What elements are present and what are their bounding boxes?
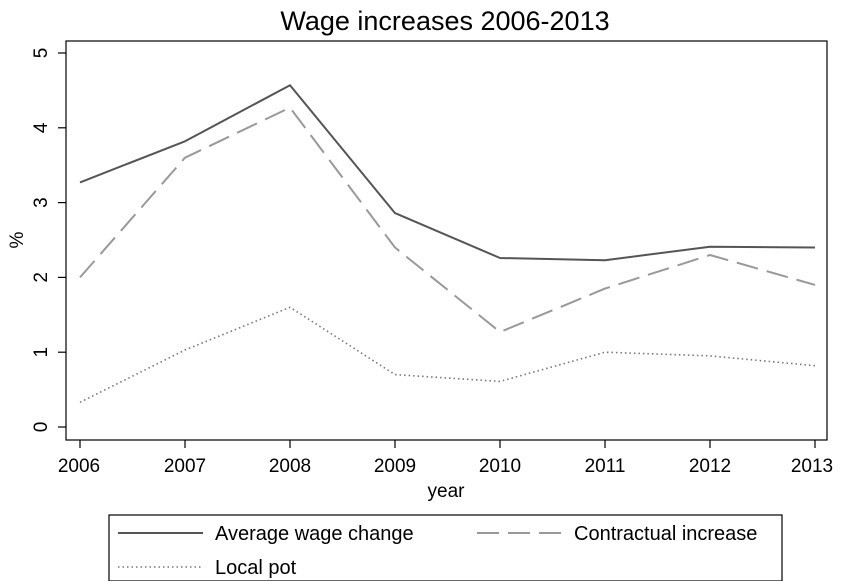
legend-label-1: Contractual increase [574,523,757,545]
legend-label-2: Local pot [215,557,297,579]
x-tick-label: 2008 [269,456,311,477]
y-tick-label: 2 [31,272,52,283]
y-axis-title: % [7,231,28,248]
x-tick-label: 2010 [479,456,521,477]
legend: Average wage change Contractual increase L… [108,514,783,581]
x-tick-label: 2011 [585,456,626,477]
x-tick-label: 2012 [689,456,731,477]
x-tick-label: 2006 [58,456,100,477]
series-group [79,84,816,404]
x-axis-title: year [428,481,466,502]
y-tick-label: 1 [31,347,52,358]
series-line-2 [79,306,816,404]
legend-box [108,514,783,581]
x-tick-label: 2007 [164,456,206,477]
series-line-1 [79,106,816,333]
y-tick-label: 4 [31,122,52,133]
x-tick-label: 2009 [374,456,416,477]
y-tick-label: 5 [31,48,52,59]
y-tick-label: 0 [31,422,52,433]
plot-area [65,40,828,441]
x-axis: 2006 2007 2008 2009 2010 2011 2012 2013 [58,440,833,477]
y-tick-label: 3 [31,197,52,208]
x-tick-label: 2013 [791,456,833,477]
plot-border [65,40,828,441]
series-line-0 [79,84,816,262]
legend-label-0: Average wage change [215,523,414,545]
chart-title: Wage increases 2006-2013 [280,6,609,36]
y-axis: 0 1 2 3 4 5 [31,48,66,433]
